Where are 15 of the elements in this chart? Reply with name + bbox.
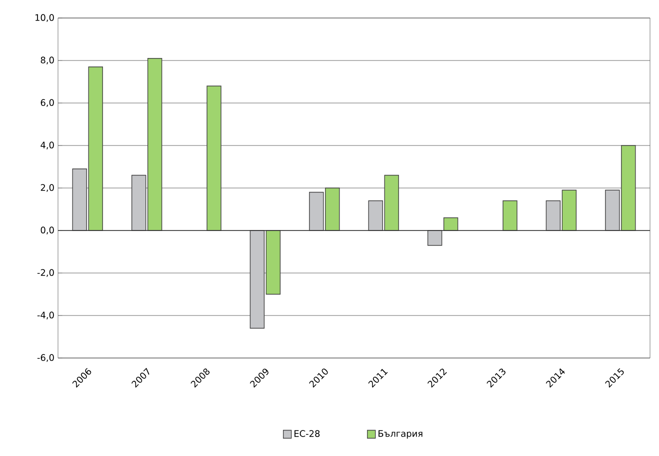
legend-label: България	[378, 430, 422, 439]
y-tick-label: 4,0	[40, 142, 54, 150]
legend-label: ЕС-28	[294, 430, 320, 437]
bar	[206, 86, 222, 231]
y-tick-label: -4,0	[37, 312, 54, 320]
y-tick-label: 6,0	[40, 99, 54, 107]
y-tick-label: -2,0	[37, 269, 54, 277]
bar	[502, 200, 518, 231]
y-tick-label: 10,0	[36, 14, 54, 22]
bar	[443, 217, 458, 231]
y-tick-label: 8,0	[40, 56, 54, 64]
y-tick-label: 0,0	[40, 226, 54, 234]
bar	[427, 230, 442, 246]
y-tick-label: 2,0	[40, 184, 54, 192]
y-tick-label: -6,0	[37, 354, 54, 362]
